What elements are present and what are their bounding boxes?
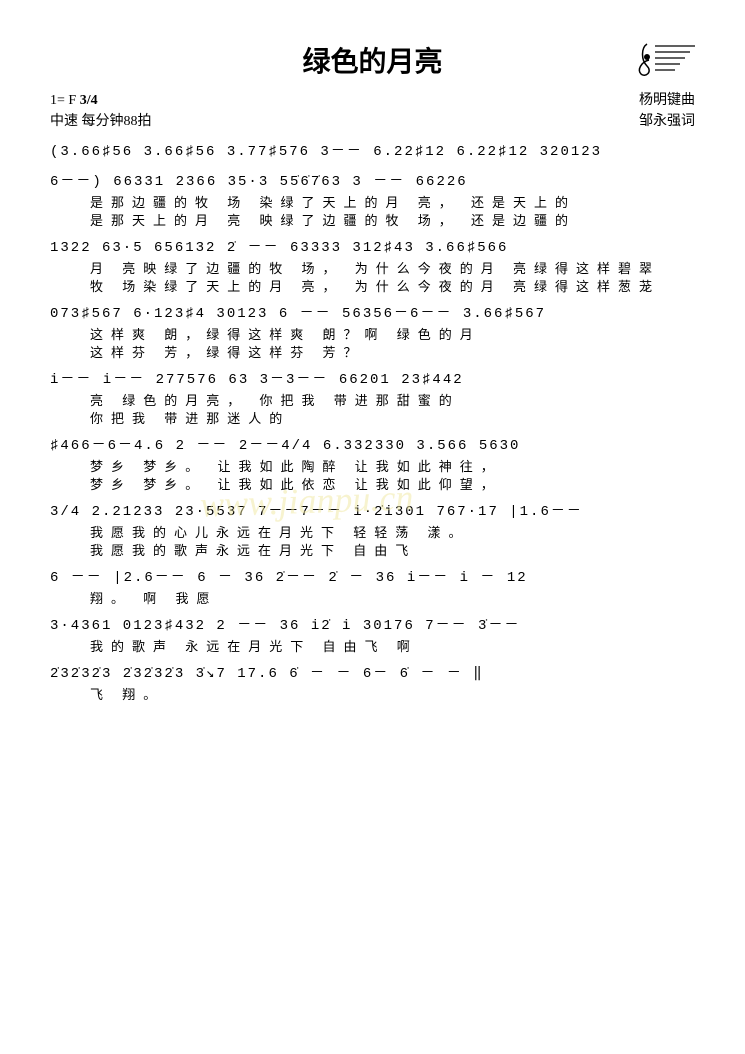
lyric-row-1: 是那边疆的牧 场 染绿了天上的月 亮， 还是天上的 xyxy=(50,192,695,210)
score-line: (3.66♯56 3.66♯56 3.77♯576 3－－ 6.22♯12 6.… xyxy=(50,140,695,162)
lyric-row-2: 梦乡 梦乡。 让我如此依恋 让我如此仰望， xyxy=(50,474,695,492)
score-line: ♯466－6－4.6 2 －－ 2－－4/4 6.332330 3.566 56… xyxy=(50,434,695,492)
notation-row: ♯466－6－4.6 2 －－ 2－－4/4 6.332330 3.566 56… xyxy=(50,434,695,456)
notation-row: 6－－) 66331 2366 35·3 55̇6̇7̇63 3 －－ 6622… xyxy=(50,170,695,192)
score-body: (3.66♯56 3.66♯56 3.77♯576 3－－ 6.22♯12 6.… xyxy=(50,140,695,702)
score-line: 3·4361 0123♯432 2 －－ 36 i2̇ i 30176 7－－ … xyxy=(50,614,695,654)
notation-row: 073♯567 6·123♯4 30123 6 －－ 56356－6－－ 3.6… xyxy=(50,302,695,324)
notation-row: (3.66♯56 3.66♯56 3.77♯576 3－－ 6.22♯12 6.… xyxy=(50,140,695,162)
key-signature: 1= F xyxy=(50,93,76,108)
song-title: 绿色的月亮 xyxy=(50,40,695,80)
treble-clef-icon xyxy=(635,40,695,85)
score-line: i－－ i－－ 277576 63 3－3－－ 66201 23♯442亮 绿色… xyxy=(50,368,695,426)
lyric-row-1: 梦乡 梦乡。 让我如此陶醉 让我如此神往， xyxy=(50,456,695,474)
tempo-marking: 中速 每分钟88拍 xyxy=(50,114,152,129)
score-line: 6－－) 66331 2366 35·3 55̇6̇7̇63 3 －－ 6622… xyxy=(50,170,695,228)
notation-row: 6 －－ |2.6－－ 6 － 36 2̇－－ 2̇ － 36 i－－ i － … xyxy=(50,566,695,588)
score-line: 6 －－ |2.6－－ 6 － 36 2̇－－ 2̇ － 36 i－－ i － … xyxy=(50,566,695,606)
lyric-row-2: 这样芬 芳，绿得这样芬 芳？ xyxy=(50,342,695,360)
lyric-row-1: 我愿我的心儿永远在月光下 轻轻荡 漾。 xyxy=(50,522,695,540)
lyric-row-1: 飞 翔。 xyxy=(50,684,695,702)
score-line: 073♯567 6·123♯4 30123 6 －－ 56356－6－－ 3.6… xyxy=(50,302,695,360)
meta-left: 1= F 3/4 中速 每分钟88拍 xyxy=(50,90,152,132)
lyric-row-2: 你把我 带进那迷人的 xyxy=(50,408,695,426)
score-line: 3/4 2.21233 23·5537 7－－7－－ i·2̇i301 767·… xyxy=(50,500,695,558)
notation-row: 1322 63·5 656132 2̇ －－ 63333 312♯43 3.66… xyxy=(50,236,695,258)
notation-row: 2̇32̇32̇3 2̇32̇32̇3 3̇↘7 17.6 6̇ － － 6－ … xyxy=(50,662,695,684)
lyric-row-1: 月 亮映绿了边疆的牧 场， 为什么今夜的月 亮绿得这样碧翠 xyxy=(50,258,695,276)
lyric-row-2: 是那天上的月 亮 映绿了边疆的牧 场， 还是边疆的 xyxy=(50,210,695,228)
lyric-row-1: 这样爽 朗，绿得这样爽 朗？啊 绿色的月 xyxy=(50,324,695,342)
meta-right: 杨明键曲 邹永强词 xyxy=(639,90,695,132)
composer-credit: 杨明键曲 xyxy=(639,93,695,108)
lyric-row-2: 牧 场染绿了天上的月 亮， 为什么今夜的月 亮绿得这样葱茏 xyxy=(50,276,695,294)
lyric-row-1: 亮 绿色的月亮， 你把我 带进那甜蜜的 xyxy=(50,390,695,408)
lyric-row-2: 我愿我的歌声永远在月光下 自由飞 xyxy=(50,540,695,558)
notation-row: 3/4 2.21233 23·5537 7－－7－－ i·2̇i301 767·… xyxy=(50,500,695,522)
score-line: 2̇32̇32̇3 2̇32̇32̇3 3̇↘7 17.6 6̇ － － 6－ … xyxy=(50,662,695,702)
notation-row: i－－ i－－ 277576 63 3－3－－ 66201 23♯442 xyxy=(50,368,695,390)
time-signature: 3/4 xyxy=(80,93,98,108)
lyricist-credit: 邹永强词 xyxy=(639,114,695,129)
lyric-row-1: 翔。 啊 我愿 xyxy=(50,588,695,606)
score-line: 1322 63·5 656132 2̇ －－ 63333 312♯43 3.66… xyxy=(50,236,695,294)
lyric-row-1: 我的歌声 永远在月光下 自由飞 啊 xyxy=(50,636,695,654)
notation-row: 3·4361 0123♯432 2 －－ 36 i2̇ i 30176 7－－ … xyxy=(50,614,695,636)
